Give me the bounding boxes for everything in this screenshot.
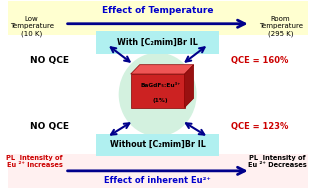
Text: Effect of Temperature: Effect of Temperature <box>102 6 214 15</box>
FancyBboxPatch shape <box>8 1 308 35</box>
Text: QCE = 123%: QCE = 123% <box>231 122 288 131</box>
Polygon shape <box>131 65 194 74</box>
Text: PL  Intensity of
Eu ²⁺ Decreases: PL Intensity of Eu ²⁺ Decreases <box>248 155 307 168</box>
Text: Effect of inherent Eu²⁺: Effect of inherent Eu²⁺ <box>104 176 211 185</box>
Text: (1%): (1%) <box>153 98 169 103</box>
FancyBboxPatch shape <box>96 31 219 53</box>
Text: Room
Temperature
(295 K): Room Temperature (295 K) <box>259 16 303 37</box>
FancyBboxPatch shape <box>96 134 219 156</box>
FancyBboxPatch shape <box>8 154 308 188</box>
Polygon shape <box>131 74 185 108</box>
Text: Low
Temperature
(10 K): Low Temperature (10 K) <box>10 16 54 37</box>
Text: PL  Intensity of
Eu ²⁺ Increases: PL Intensity of Eu ²⁺ Increases <box>7 155 63 168</box>
Polygon shape <box>185 65 194 108</box>
Text: NO QCE: NO QCE <box>30 122 69 131</box>
Text: With [C₂mim]Br IL: With [C₂mim]Br IL <box>117 38 198 47</box>
Text: Without [C₂mim]Br IL: Without [C₂mim]Br IL <box>110 140 206 149</box>
Text: BaGdF₅:Eu³⁺: BaGdF₅:Eu³⁺ <box>140 83 181 88</box>
Text: QCE = 160%: QCE = 160% <box>231 57 288 65</box>
Ellipse shape <box>119 53 197 136</box>
Text: NO QCE: NO QCE <box>30 57 69 65</box>
